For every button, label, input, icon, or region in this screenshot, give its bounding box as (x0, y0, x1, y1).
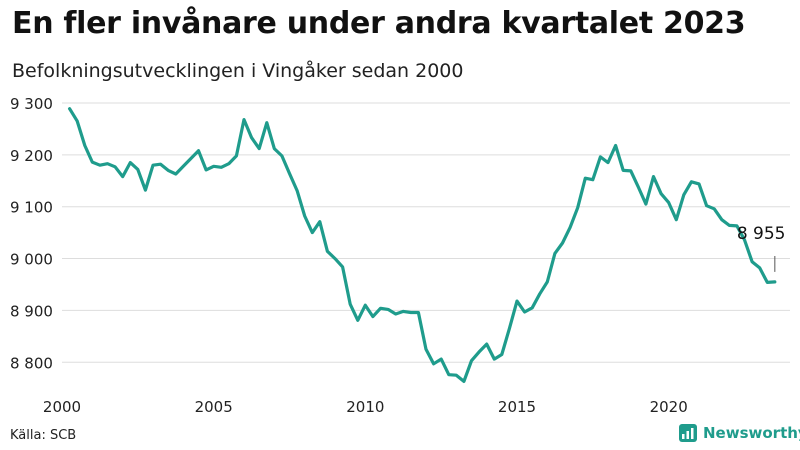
chart-subtitle: Befolkningsutvecklingen i Vingåker sedan… (12, 60, 464, 82)
y-tick-label: 8 900 (10, 302, 53, 320)
x-tick-label: 2020 (650, 398, 688, 416)
series-line (67, 107, 777, 383)
brand-logo[interactable]: Newsworthy (679, 424, 800, 442)
x-tick-label: 2005 (195, 398, 233, 416)
y-tick-label: 9 100 (10, 199, 53, 217)
annotation-label: 8 955 (737, 224, 786, 244)
x-tick-label: 2000 (43, 398, 81, 416)
source-note: Källa: SCB (10, 428, 77, 443)
newsworthy-logo-icon (679, 424, 697, 442)
y-tick-label: 9 200 (10, 147, 53, 165)
y-tick-label: 8 800 (10, 354, 53, 372)
brand-name: Newsworthy (703, 424, 800, 442)
x-tick-label: 2015 (498, 398, 536, 416)
y-tick-label: 9 300 (10, 95, 53, 113)
x-tick-label: 2010 (346, 398, 384, 416)
y-tick-label: 9 000 (10, 251, 53, 269)
chart-title: En fler invånare under andra kvartalet 2… (12, 6, 746, 41)
